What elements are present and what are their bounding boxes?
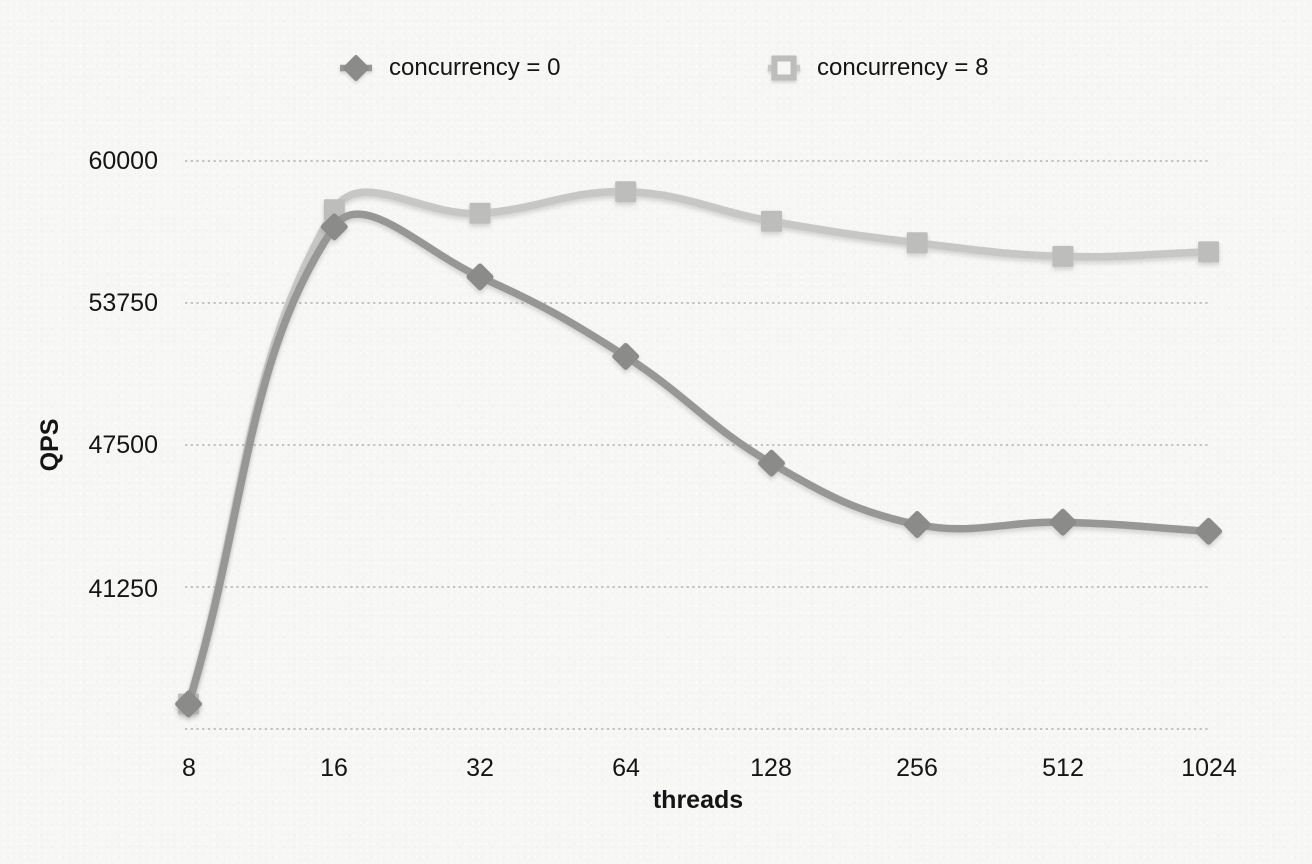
diamond-marker bbox=[466, 263, 494, 291]
square-marker-icon bbox=[768, 55, 800, 81]
x-tick-256: 256 bbox=[896, 754, 938, 782]
x-tick-1024: 1024 bbox=[1181, 754, 1237, 782]
square-marker bbox=[1052, 245, 1074, 267]
diamond-marker bbox=[1049, 508, 1077, 536]
x-tick-64: 64 bbox=[612, 754, 640, 782]
legend-item-concurrency-8[interactable]: concurrency = 8 bbox=[766, 51, 988, 85]
square-marker bbox=[615, 181, 637, 203]
diamond-marker bbox=[1195, 517, 1223, 545]
x-tick-32: 32 bbox=[466, 754, 494, 782]
diamond-marker bbox=[612, 342, 640, 370]
x-tick-128: 128 bbox=[750, 754, 792, 782]
series-concurrency-0 bbox=[175, 210, 1223, 718]
x-tick-8: 8 bbox=[182, 754, 196, 782]
diamond-marker bbox=[903, 511, 931, 538]
square-marker bbox=[906, 232, 928, 254]
y-axis-title: QPS bbox=[36, 418, 64, 472]
y-tick-53750: 53750 bbox=[88, 289, 158, 317]
diamond-marker bbox=[758, 449, 785, 477]
square-marker bbox=[469, 202, 491, 224]
x-tick-16: 16 bbox=[320, 754, 348, 782]
y-tick-47500: 47500 bbox=[88, 431, 158, 459]
x-tick-512: 512 bbox=[1042, 754, 1084, 782]
legend-item-concurrency-0[interactable]: concurrency = 0 bbox=[338, 51, 560, 85]
series-concurrency-8 bbox=[178, 181, 1220, 715]
diamond-marker bbox=[175, 690, 203, 718]
diamond-marker bbox=[320, 213, 348, 241]
diamond-marker-icon bbox=[340, 55, 372, 81]
square-marker bbox=[323, 199, 345, 221]
legend-label: concurrency = 0 bbox=[389, 54, 561, 81]
series-line bbox=[184, 210, 1213, 708]
x-axis-title: threads bbox=[652, 786, 744, 814]
y-tick-41250: 41250 bbox=[88, 575, 158, 603]
series-line bbox=[184, 187, 1213, 708]
square-marker bbox=[761, 210, 782, 232]
square-marker bbox=[1198, 241, 1220, 263]
y-tick-60000: 60000 bbox=[88, 147, 158, 175]
legend-label: concurrency = 8 bbox=[817, 54, 989, 81]
